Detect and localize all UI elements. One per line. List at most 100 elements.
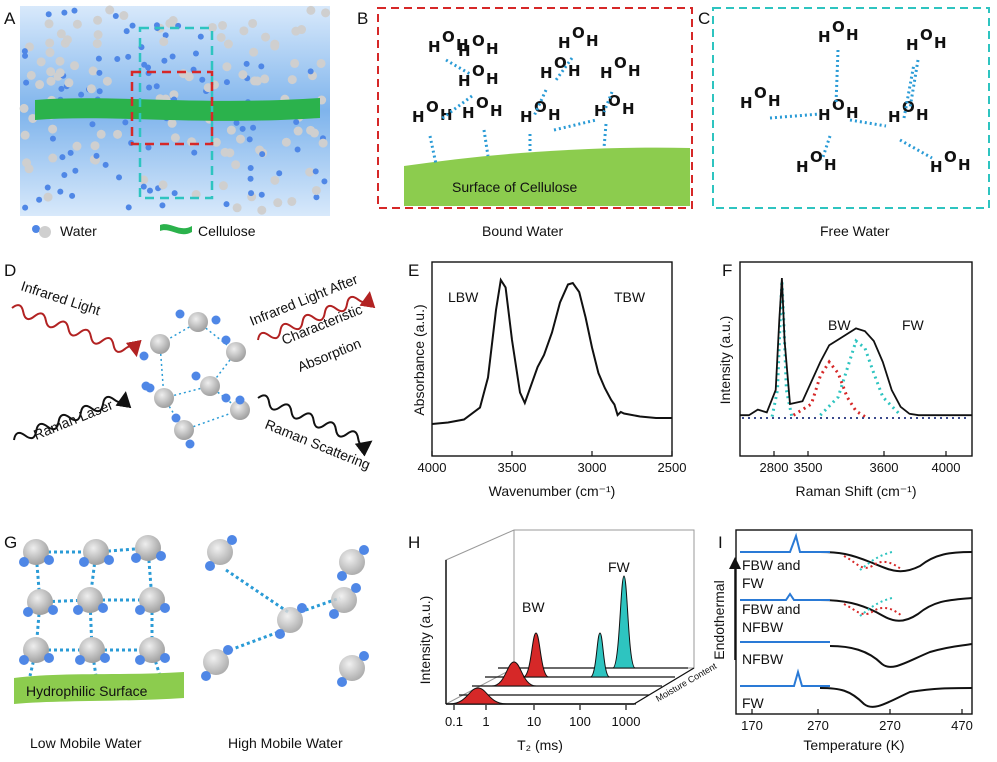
- water-dot: [258, 63, 265, 70]
- atom-h: H: [818, 28, 831, 46]
- hydrogen-atom: [75, 655, 85, 665]
- water-dot: [287, 196, 297, 206]
- panel-e: E 4000 3500 3000 2500 LBW TBW Absorbance (a…: [408, 261, 686, 499]
- hydrogen-bond: [899, 138, 933, 160]
- curve-label-2: FBW and: [742, 601, 800, 617]
- water-dot: [226, 125, 236, 135]
- hydrogen-atom: [131, 553, 141, 563]
- water-dot: [24, 164, 34, 174]
- atom-h: H: [824, 156, 837, 174]
- water-dot: [88, 66, 98, 76]
- hydrogen-atom: [100, 653, 110, 663]
- legend-water: Water: [60, 223, 97, 239]
- water-dot: [67, 149, 74, 156]
- hydrogen-bond: [769, 112, 821, 120]
- water-dot: [92, 39, 102, 49]
- hydrogen-atom: [223, 645, 233, 655]
- panel-i-ticks: 170 270 270 470: [741, 709, 973, 733]
- tick-label: 4000: [418, 460, 447, 475]
- tick-label: 3600: [870, 460, 899, 475]
- water-dot: [95, 55, 102, 62]
- atom-h: H: [558, 34, 571, 52]
- oxygen-atom: [174, 420, 194, 440]
- tick-label: 270: [807, 718, 829, 733]
- water-dot: [312, 168, 319, 175]
- ir-spectrum-line: [431, 277, 672, 425]
- water-dot: [243, 60, 250, 67]
- label-absorption: Absorption: [295, 335, 363, 375]
- water-dot: [140, 183, 147, 190]
- water-dot: [102, 76, 112, 86]
- hydrogen-atom: [160, 653, 170, 663]
- atom-h: H: [958, 156, 971, 174]
- water-dot: [57, 188, 64, 195]
- panel-i-letter: I: [718, 533, 723, 552]
- water-dot: [141, 61, 148, 68]
- water-dot: [44, 184, 51, 191]
- water-dot: [169, 53, 176, 60]
- hydrogen-atom: [297, 603, 307, 613]
- infrared-wave-in: [11, 304, 142, 358]
- water-dot: [49, 135, 56, 142]
- water-dot: [169, 90, 179, 100]
- atom-h: H: [456, 36, 469, 54]
- water-dot: [36, 57, 46, 67]
- water-dot: [199, 76, 206, 83]
- water-dot: [116, 174, 123, 181]
- water-dot: [158, 180, 168, 190]
- hydrogen-atom: [135, 605, 145, 615]
- water-dot: [161, 57, 168, 64]
- hydrogen-atom: [359, 545, 369, 555]
- water-legend-icon: [32, 225, 40, 233]
- panel-a: A Water Cellulose: [4, 5, 331, 239]
- atom-h: H: [428, 38, 441, 56]
- hydrogen-atom: [98, 603, 108, 613]
- water-dot: [22, 204, 29, 211]
- water-dot: [270, 41, 280, 51]
- water-dot: [259, 151, 266, 158]
- t2-peak: [589, 632, 611, 678]
- water-dot: [72, 19, 82, 29]
- water-dot: [258, 191, 265, 198]
- water-dot: [146, 187, 153, 194]
- water-dot: [260, 74, 270, 84]
- water-dot: [239, 26, 249, 36]
- water-dot: [287, 75, 297, 85]
- atom-o: O: [608, 92, 621, 110]
- water-dot: [220, 147, 230, 157]
- panel-d: D Infrared Light Raman Laser Infrared Li…: [4, 261, 376, 473]
- water-dot: [89, 121, 96, 128]
- water-dot: [36, 196, 43, 203]
- atom-h: H: [548, 106, 561, 124]
- surface-label: Surface of Cellulose: [452, 179, 578, 195]
- water-dot: [248, 18, 258, 28]
- water-dot: [321, 178, 328, 185]
- atom-h: H: [540, 64, 553, 82]
- water-dot: [62, 35, 72, 45]
- t2-peak: [449, 687, 507, 705]
- water-dot: [61, 9, 68, 16]
- water-dot: [145, 144, 152, 151]
- oxygen-atom: [226, 342, 246, 362]
- tick-label: 10: [527, 714, 541, 729]
- legend-cellulose: Cellulose: [198, 223, 256, 239]
- panel-i-axes: [735, 529, 973, 715]
- hydrogen-atom: [48, 605, 58, 615]
- hydrogen-atom: [104, 555, 114, 565]
- hydrogen-bond: [90, 649, 98, 677]
- panel-h-xlabel: T₂ (ms): [517, 737, 563, 753]
- water-dot: [293, 118, 300, 125]
- hydrogen-bond: [150, 649, 162, 677]
- water-dot: [248, 190, 255, 197]
- water-dot: [313, 194, 320, 201]
- atom-o: O: [554, 54, 567, 72]
- oxygen-atom: [135, 535, 161, 561]
- water-dot: [45, 11, 52, 18]
- panel-g: G Hydrophilic Surface Low Mobile Water H…: [4, 533, 369, 751]
- tick-label: 270: [879, 718, 901, 733]
- water-dot: [233, 119, 240, 126]
- hydrogen-atom: [185, 439, 195, 449]
- t2-distributions: [449, 575, 636, 705]
- atom-h: H: [520, 108, 533, 126]
- atom-o: O: [426, 98, 439, 116]
